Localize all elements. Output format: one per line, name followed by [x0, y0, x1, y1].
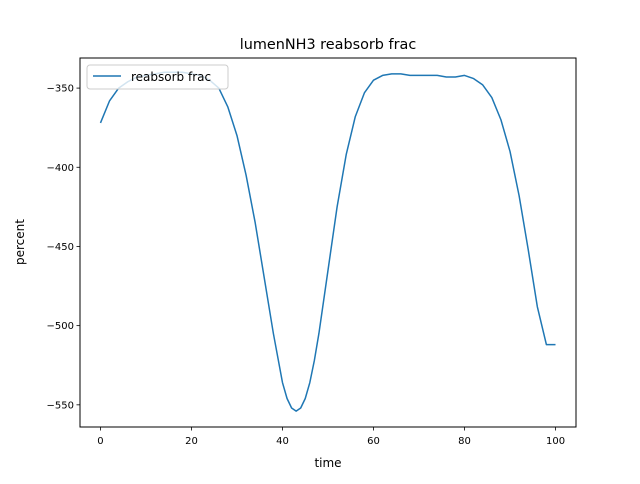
x-tick-label: 100 — [546, 436, 565, 447]
tick-layer: 0 20 40 60 80 100 −550 −500 −450 −400 −350 — [47, 84, 566, 447]
legend: reabsorb frac — [86, 64, 229, 90]
y-tick-label: −400 — [47, 163, 74, 174]
x-tick-label: 60 — [367, 436, 380, 447]
y-tick-label: −350 — [47, 84, 74, 95]
x-tick-label: 80 — [458, 436, 471, 447]
y-tick-label: −450 — [47, 242, 74, 253]
y-tick-label: −500 — [47, 321, 74, 332]
x-tick-label: 0 — [97, 436, 103, 447]
x-axis-label: time — [314, 456, 341, 470]
y-tick-label: −550 — [47, 400, 74, 411]
legend-label-reabsorb-frac: reabsorb frac — [131, 70, 211, 84]
x-tick-label: 20 — [185, 436, 198, 447]
chart-title: lumenNH3 reabsorb frac — [240, 37, 417, 53]
x-tick-label: 40 — [276, 436, 289, 447]
axes-frame — [79, 57, 577, 428]
y-axis-label: percent — [13, 219, 27, 265]
legend-box — [86, 64, 229, 90]
